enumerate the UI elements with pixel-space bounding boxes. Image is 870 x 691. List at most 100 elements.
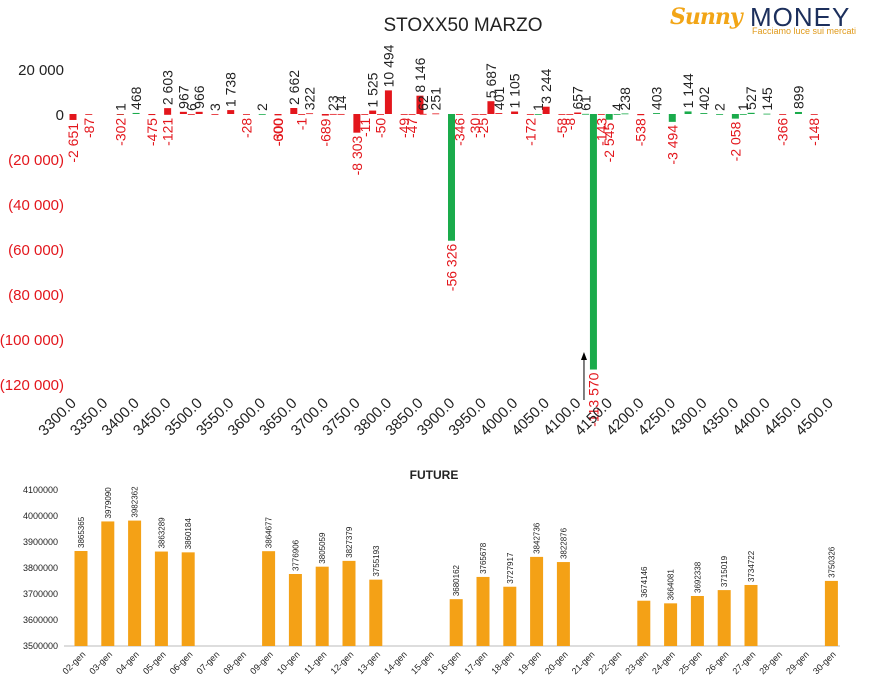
bar-data-label: 3: [207, 103, 223, 111]
future-x-tick-label: 27-gen: [731, 649, 758, 676]
bar-data-label: -56 326: [444, 244, 460, 292]
bar-data-label: 1: [735, 103, 751, 111]
bar-data-label: 61: [578, 95, 594, 111]
bar-data-label: 402: [696, 87, 712, 111]
future-x-tick-label: 28-gen: [757, 649, 784, 676]
future-y-tick-label: 3500000: [23, 641, 58, 651]
bar: [589, 114, 597, 370]
bar-data-label: 2: [254, 103, 270, 111]
bar: [558, 114, 566, 115]
future-bar: [315, 566, 329, 646]
bar: [495, 113, 503, 114]
future-bar: [369, 579, 383, 646]
future-y-tick-label: 3800000: [23, 563, 58, 573]
bar: [148, 114, 156, 116]
bar: [566, 114, 574, 115]
bar: [455, 114, 463, 115]
bar-data-label: -25: [475, 118, 491, 138]
future-bar-label: 3860184: [184, 518, 193, 550]
bar: [582, 113, 590, 115]
bar-data-label: -148: [806, 118, 822, 146]
bar: [574, 112, 582, 114]
bar-data-label: 14: [333, 95, 349, 111]
bar: [534, 113, 542, 115]
bar: [432, 113, 440, 115]
bar: [179, 111, 187, 114]
future-bar-label: 3674146: [640, 566, 649, 598]
bar: [337, 113, 345, 115]
future-x-tick-label: 14-gen: [382, 649, 409, 676]
bar-data-label: -28: [238, 118, 254, 138]
future-x-tick-label: 04-gen: [114, 649, 141, 676]
bar: [597, 114, 605, 115]
bar-data-label: 1: [112, 103, 128, 111]
future-bar-label: 3734722: [747, 550, 756, 582]
bar: [668, 114, 676, 122]
bar-data-label: 4: [609, 103, 625, 111]
bar: [329, 113, 337, 115]
bar-data-label: -50: [373, 118, 389, 138]
bar: [605, 114, 613, 120]
future-bar: [476, 576, 490, 646]
bar: [471, 114, 479, 115]
future-bar: [74, 551, 88, 646]
bar: [274, 114, 282, 116]
bar: [621, 113, 629, 115]
bar-data-label: -87: [81, 118, 97, 138]
bar: [511, 111, 519, 114]
bar-data-label: 23: [325, 95, 341, 111]
bar-data-label: -11: [357, 118, 373, 137]
future-x-tick-label: 24-gen: [650, 649, 677, 676]
bar: [653, 113, 661, 114]
bar-data-label: -366: [775, 118, 791, 146]
future-bar: [637, 600, 651, 646]
future-bar: [664, 603, 678, 646]
future-x-tick-label: 18-gen: [489, 649, 516, 676]
future-bar-label: 3842736: [533, 522, 542, 554]
future-x-tick-label: 02-gen: [61, 649, 88, 676]
y-tick-label: 20 000: [18, 62, 64, 79]
future-bar-label: 3864677: [265, 516, 274, 548]
bar: [321, 114, 329, 116]
bar: [810, 114, 818, 115]
future-x-tick-label: 17-gen: [463, 649, 490, 676]
future-x-tick-label: 12-gen: [329, 649, 356, 676]
future-y-tick-label: 4100000: [23, 485, 58, 495]
future-y-tick-label: 4000000: [23, 511, 58, 521]
future-bar: [449, 599, 463, 646]
future-bar-label: 3664081: [667, 569, 676, 601]
bar: [377, 114, 385, 115]
bar-data-label: 1 738: [223, 72, 239, 107]
future-bar-label: 3715019: [720, 555, 729, 587]
bar-data-label: -1: [294, 118, 310, 131]
bar: [306, 113, 314, 115]
bar-data-label: 966: [191, 85, 207, 109]
y-tick-label: 0: [56, 107, 64, 124]
bar-data-label: 62: [415, 95, 431, 111]
bar-data-label: 1: [530, 103, 546, 111]
bar: [187, 113, 195, 115]
y-tick-label: (100 000): [0, 332, 64, 349]
bar-data-label: 8 146: [412, 57, 428, 92]
future-x-tick-label: 25-gen: [677, 649, 704, 676]
bar: [419, 113, 427, 115]
future-bar: [181, 552, 195, 646]
bar: [637, 114, 645, 116]
future-bar: [154, 551, 168, 646]
bar-data-label: 1 525: [365, 72, 381, 107]
future-bar-label: 3765678: [479, 542, 488, 574]
future-x-tick-label: 11-gen: [302, 649, 328, 675]
bar: [369, 110, 377, 114]
bar-data-label: -49: [396, 118, 412, 138]
future-x-tick-label: 29-gen: [784, 649, 811, 676]
bar: [290, 108, 298, 114]
future-bar-label: 3776906: [291, 539, 300, 571]
bar-data-label: 2: [712, 103, 728, 111]
bar: [400, 114, 408, 115]
bar-data-label: -600: [270, 118, 286, 146]
bar-data-label: 322: [302, 87, 318, 111]
bar: [132, 112, 140, 114]
future-x-tick-label: 21-gen: [570, 649, 597, 676]
bar-data-label: -30: [467, 118, 483, 138]
bar-data-label: -3 494: [664, 125, 680, 165]
